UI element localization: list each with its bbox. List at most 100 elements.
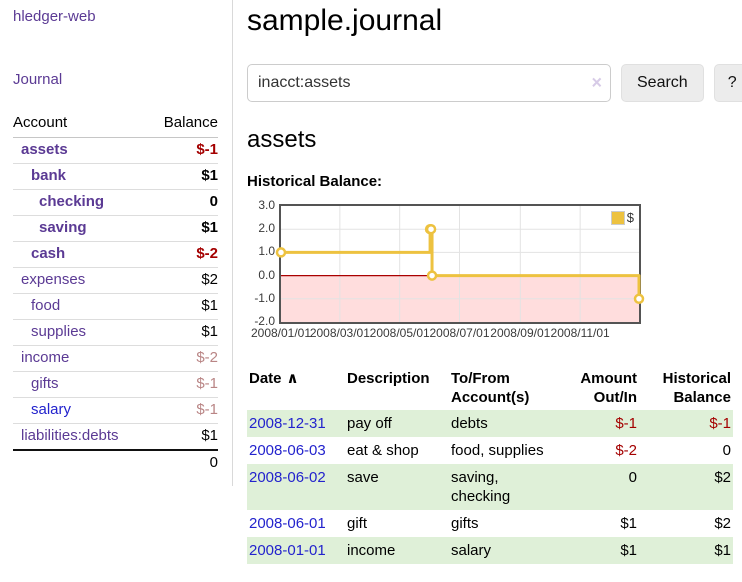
app: hledger-web Journal Account Balance asse… [0, 0, 742, 564]
transaction-balance: $1 [714, 542, 731, 559]
y-tick-label: 2.0 [258, 221, 275, 236]
y-tick-label: -2.0 [254, 314, 275, 328]
transaction-accounts: gifts [451, 515, 479, 532]
account-link-assets[interactable]: assets [21, 141, 68, 158]
account-link-bank[interactable]: bank [31, 167, 67, 184]
transaction-description: income [347, 542, 396, 559]
transaction-date-link[interactable]: 2008-12-31 [249, 415, 326, 432]
table-row: 2008-06-01 gift gifts $1 $2 [247, 510, 733, 537]
account-row: cash $-2 [13, 241, 218, 268]
account-balance: $-2 [148, 241, 218, 268]
main-content: sample.journal × Search ? assets Histori… [233, 0, 742, 564]
account-row: food $1 [13, 293, 218, 320]
accounts-total-value: 0 [148, 449, 218, 476]
account-row: bank $1 [13, 163, 218, 190]
transaction-amount: $1 [620, 542, 637, 559]
y-tick-label: 0.0 [258, 267, 275, 282]
accounts-header-balance: Balance [148, 110, 218, 138]
chart-legend: $ [608, 209, 636, 226]
transaction-accounts: debts [451, 415, 488, 432]
transaction-balance: $-1 [709, 415, 731, 432]
transaction-description: save [347, 469, 379, 486]
transaction-amount: $-2 [615, 442, 637, 459]
chart-plot-area: $ [275, 204, 645, 324]
register-header-date[interactable]: Date ∧ [247, 366, 345, 410]
account-balance: $1 [148, 215, 218, 242]
account-link-saving[interactable]: saving [39, 219, 87, 236]
account-link-cash[interactable]: cash [31, 245, 66, 262]
search-input[interactable] [247, 64, 611, 102]
table-row: 2008-06-03 eat & shop food, supplies $-2… [247, 437, 733, 464]
sidebar: hledger-web Journal Account Balance asse… [0, 0, 233, 486]
account-link-food[interactable]: food [31, 297, 61, 314]
register-header-amount: Amount Out/In [580, 370, 637, 406]
date-header-label: Date [249, 370, 282, 387]
account-link-checking[interactable]: checking [39, 193, 105, 210]
account-link-supplies[interactable]: supplies [31, 323, 87, 340]
transaction-amount: 0 [628, 469, 637, 486]
account-row: assets $-1 [13, 137, 218, 164]
x-tick-label: 2008/01/01 [250, 326, 312, 340]
accounts-header-account: Account [13, 110, 149, 138]
transaction-balance: $2 [714, 469, 731, 486]
transaction-balance: $2 [714, 515, 731, 532]
account-row: checking 0 [13, 189, 218, 216]
account-link-salary[interactable]: salary [31, 401, 72, 418]
account-link-income[interactable]: income [21, 349, 70, 366]
transaction-date-link[interactable]: 2008-01-01 [249, 542, 326, 559]
brand-link[interactable]: hledger-web [13, 8, 96, 25]
account-row: gifts $-1 [13, 371, 218, 398]
transaction-accounts: food, supplies [451, 442, 544, 459]
table-row: 2008-12-31 pay off debts $-1 $-1 [247, 410, 733, 437]
account-balance: $-2 [148, 345, 218, 372]
x-tick-label: 2008/03/01 [309, 326, 370, 340]
account-balance: $1 [148, 163, 218, 190]
y-tick-label: 1.0 [258, 244, 275, 259]
account-balance: $2 [148, 267, 218, 294]
x-tick-label: 2008/05/01 [369, 326, 430, 340]
account-balance: $-1 [148, 371, 218, 398]
transaction-accounts: salary [451, 542, 492, 559]
account-balance: $-1 [148, 137, 218, 164]
sort-asc-icon: ∧ [286, 370, 299, 387]
transaction-description: pay off [347, 415, 392, 432]
account-balance: $1 [201, 427, 218, 444]
transaction-description: eat & shop [347, 442, 419, 459]
account-link-liabilities-debts[interactable]: liabilities:debts [21, 427, 119, 444]
account-heading: assets [247, 126, 317, 153]
account-link-expenses[interactable]: expenses [21, 271, 86, 288]
x-tick-label: 2008/11/01 [550, 326, 610, 340]
register-header-accounts: To/From Account(s) [451, 370, 530, 406]
account-row: supplies $1 [13, 319, 218, 346]
chart-heading: Historical Balance: [247, 173, 383, 190]
transaction-accounts: saving, checking [451, 469, 511, 505]
legend-label: $ [626, 210, 634, 225]
chart-canvas [275, 206, 645, 322]
transaction-date-link[interactable]: 2008-06-02 [249, 469, 326, 486]
accounts-total-row: 0 [13, 449, 218, 476]
search-button[interactable]: Search [621, 64, 704, 102]
legend-swatch-icon [610, 210, 625, 225]
table-row: 2008-06-02 save saving, checking 0 $2 [247, 464, 733, 510]
register-header-row: Date ∧ Description To/From Account(s) Amo… [247, 366, 733, 410]
account-row: liabilities:debts $1 [13, 424, 218, 451]
account-balance: $1 [148, 293, 218, 320]
transaction-amount: $1 [620, 515, 637, 532]
table-row: 2008-01-01 income salary $1 $1 [247, 537, 733, 564]
account-row: saving $1 [13, 215, 218, 242]
transaction-balance: 0 [722, 442, 731, 459]
transaction-description: gift [347, 515, 368, 532]
x-tick-label: 2008/07/01 [429, 326, 490, 340]
transaction-date-link[interactable]: 2008-06-03 [249, 442, 326, 459]
sidebar-item-journal[interactable]: Journal [13, 71, 63, 88]
help-button[interactable]: ? [713, 64, 742, 102]
x-tick-label: 2008/09/01 [490, 326, 551, 340]
y-tick-label: 3.0 [258, 198, 275, 212]
register-header-balance: Historical Balance [662, 370, 731, 406]
account-row: income $-2 [13, 345, 218, 372]
account-link-gifts[interactable]: gifts [31, 375, 59, 392]
page-title: sample.journal [247, 4, 443, 37]
transaction-date-link[interactable]: 2008-06-01 [249, 515, 326, 532]
register-header-description: Description [347, 370, 430, 387]
clear-icon[interactable]: × [591, 72, 602, 93]
